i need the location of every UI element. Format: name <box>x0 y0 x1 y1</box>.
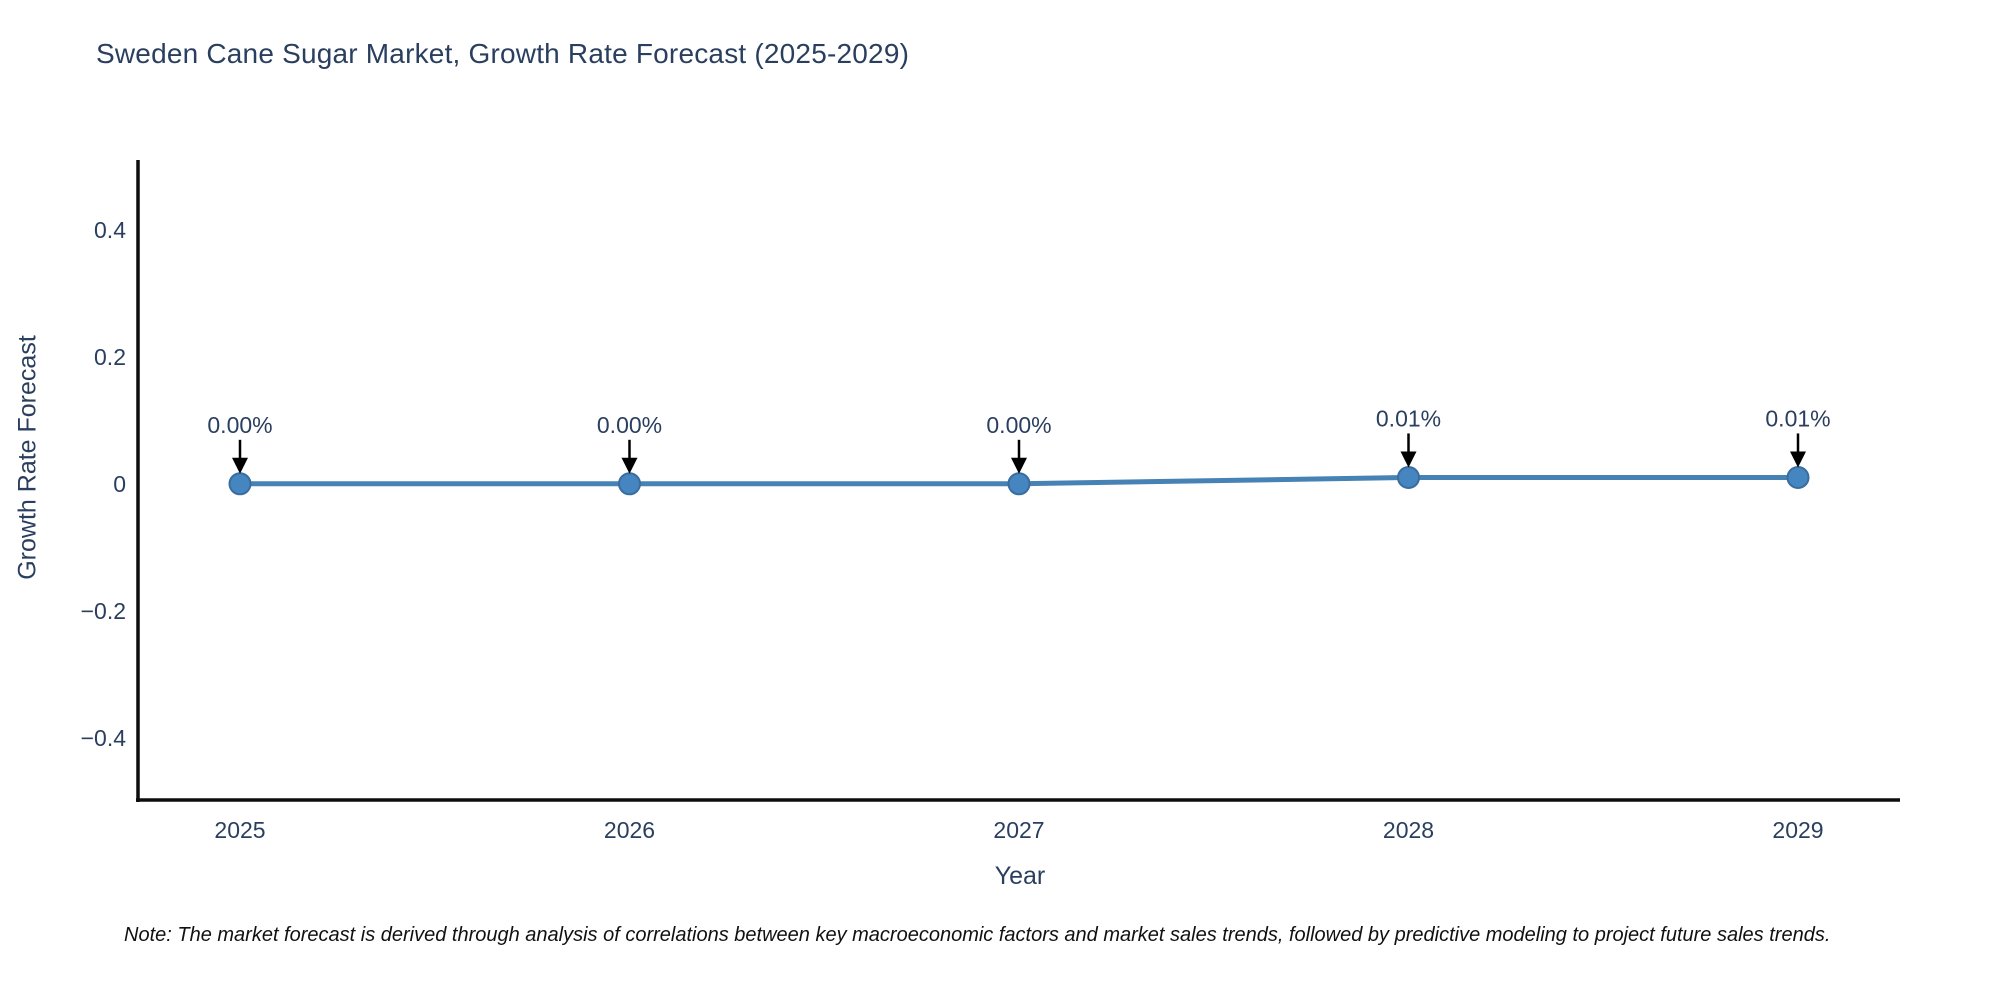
annotation-label: 0.01% <box>1376 405 1441 431</box>
data-point-marker <box>618 472 641 496</box>
data-point-marker <box>1007 472 1031 496</box>
x-tick-label: 2029 <box>1772 817 1823 843</box>
chart-title: Sweden Cane Sugar Market, Growth Rate Fo… <box>96 38 910 69</box>
y-tick-label: 0.2 <box>94 344 126 370</box>
annotation-arrow-head <box>1790 451 1806 468</box>
annotation-label: 0.00% <box>597 412 662 438</box>
footnote: Note: The market forecast is derived thr… <box>124 924 1831 946</box>
x-tick-label: 2025 <box>214 817 265 843</box>
y-tick-label: −0.4 <box>81 725 127 751</box>
annotation-arrow-head <box>621 457 638 474</box>
y-tick-label: −0.2 <box>81 598 126 624</box>
x-axis-title: Year <box>994 862 1046 890</box>
x-tick-label: 2026 <box>604 817 655 843</box>
y-tick-label: 0 <box>113 471 126 497</box>
data-point-marker <box>1786 465 1810 489</box>
x-tick-label: 2028 <box>1383 817 1434 843</box>
data-point-marker <box>1397 465 1420 489</box>
annotation-label: 0.00% <box>986 412 1051 438</box>
y-tick-label: 0.4 <box>94 217 126 243</box>
annotation-arrow-head <box>1400 451 1417 468</box>
data-point-marker <box>228 472 252 496</box>
annotation-arrow-head <box>1011 457 1027 474</box>
annotation-arrow-head <box>232 457 248 474</box>
annotation-label: 0.00% <box>207 412 272 438</box>
x-tick-label: 2027 <box>993 817 1044 843</box>
annotation-label: 0.01% <box>1765 405 1830 431</box>
